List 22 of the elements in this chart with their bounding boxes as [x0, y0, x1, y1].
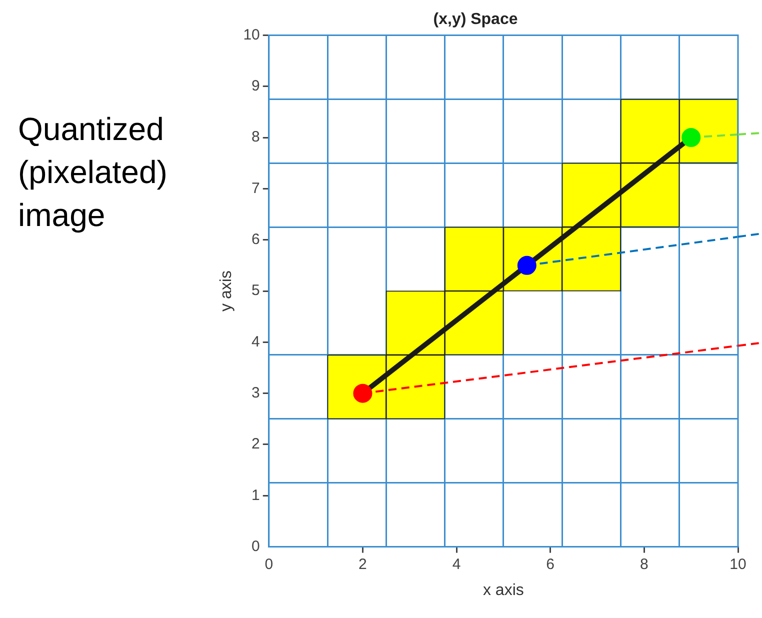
x-tick-label: 0: [264, 556, 274, 573]
y-tick-label: 1: [252, 486, 260, 504]
x-tick-label: 8: [640, 556, 648, 573]
y-tick-label: 8: [252, 128, 260, 146]
y-tick-label: 6: [252, 230, 260, 248]
y-tick-label: 4: [252, 333, 260, 350]
point: [682, 128, 701, 148]
y-tick-label: 10: [243, 26, 260, 44]
y-tick-label: 0: [252, 538, 260, 555]
y-tick-label: 7: [252, 180, 260, 197]
y-tick-label: 9: [252, 78, 260, 94]
y-tick-label: 5: [252, 282, 260, 300]
x-tick-label: 2: [358, 556, 367, 573]
x-tick-label: 10: [730, 556, 746, 573]
text: Quantized (pixelated) image: [18, 110, 168, 236]
y-axis-title: y axis: [218, 270, 236, 312]
x-axis-title: x axis: [482, 582, 524, 599]
y-tick-label: 2: [252, 436, 260, 453]
y-tick-label: 3: [252, 384, 260, 402]
chart-title: (x,y) Space: [433, 11, 518, 28]
x-tick-label: 4: [452, 556, 461, 573]
x-tick-label: 6: [546, 556, 555, 573]
